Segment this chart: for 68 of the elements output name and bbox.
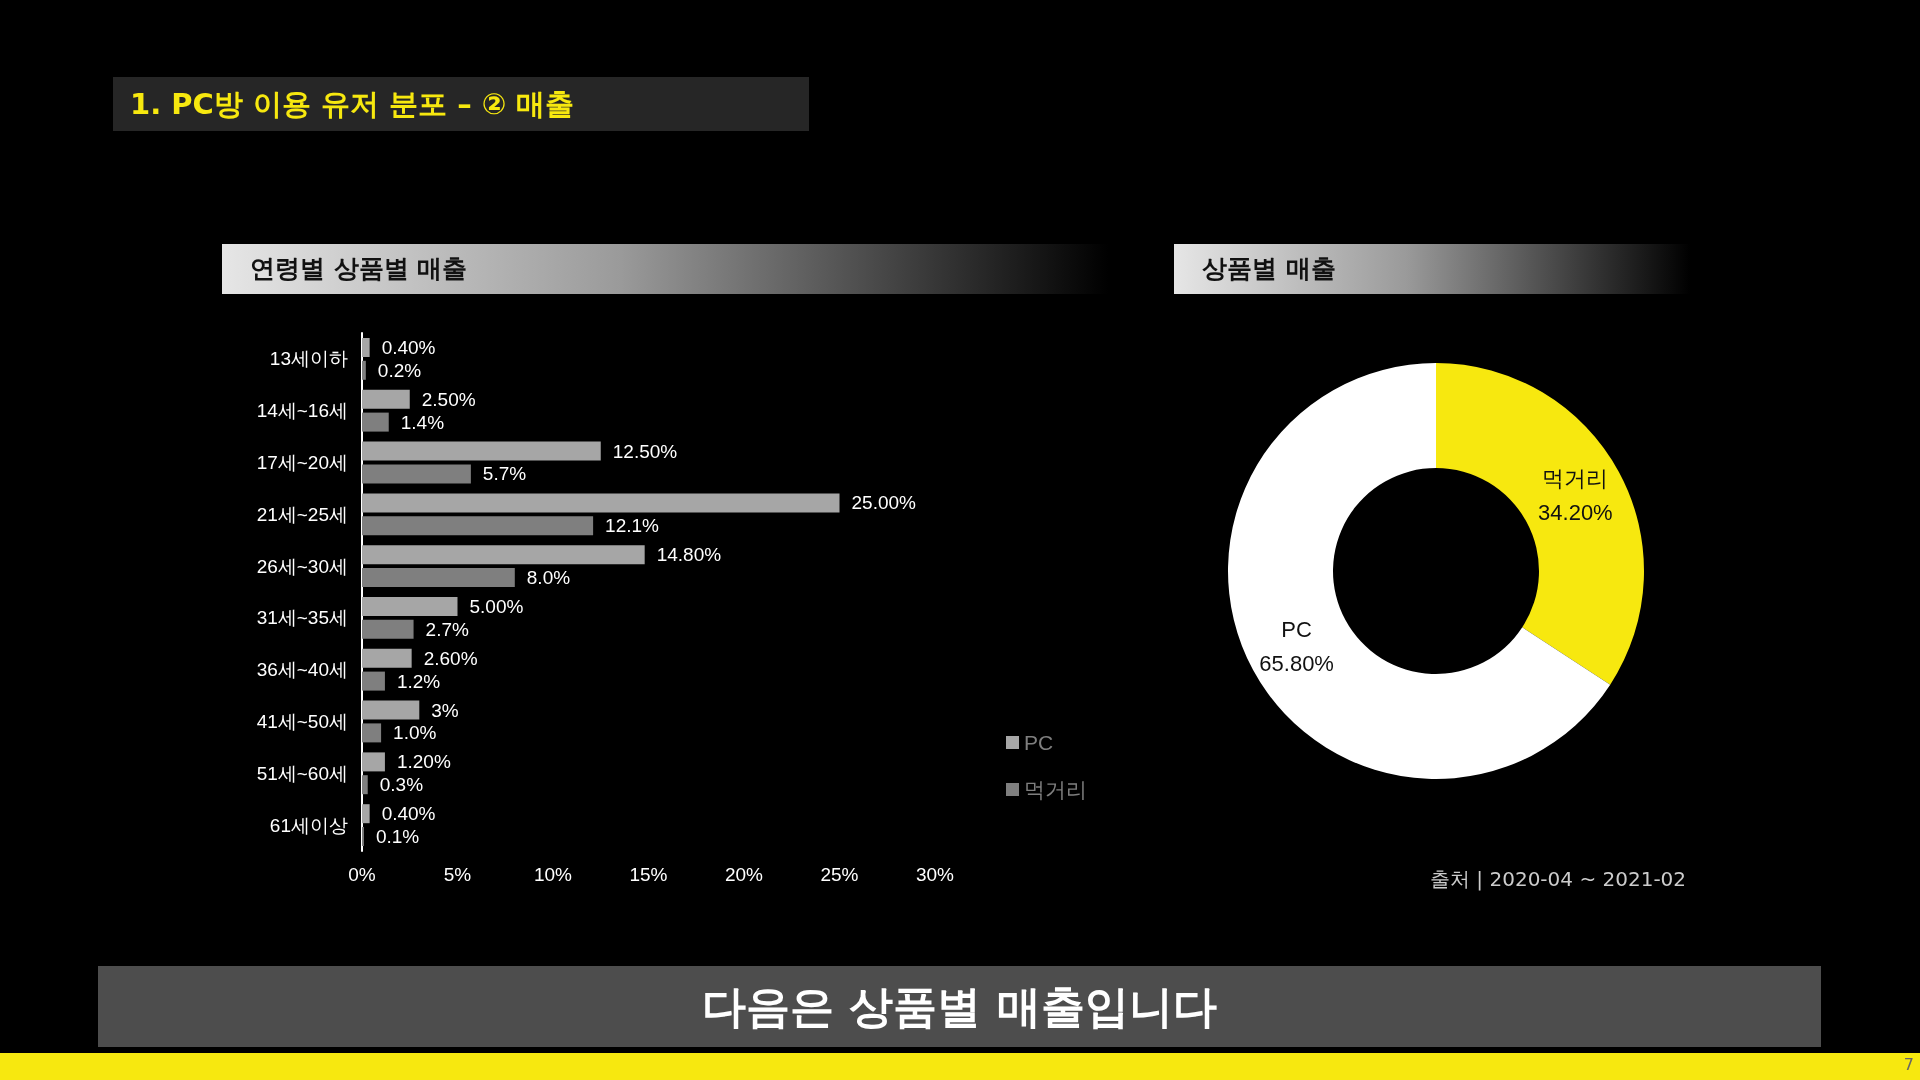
data-label: 1.2% [396,670,441,692]
bar [362,804,370,824]
data-label: 2.7% [425,618,469,640]
bar [362,568,515,587]
bar [362,545,645,565]
x-tick-label: 30% [915,864,955,885]
data-label: 0.2% [377,359,422,381]
data-label: 34.20% [1538,500,1613,526]
text: 1. PC방 이용 유저 분포 – ② 매출 [113,77,809,131]
x-tick-label: 25% [820,864,859,885]
text: 7 [1903,1055,1914,1074]
y-tick-label: 26세~30세 [256,555,348,577]
data-label: 2.60% [423,647,478,669]
bar [362,752,385,772]
data-label: 0.3% [379,774,424,796]
bar [362,516,594,536]
bar [362,441,601,461]
chart-title: 상품별 매출 [1174,244,1690,294]
slice-label: 먹거리 [1542,466,1609,492]
y-tick-label: 13세이하 [269,348,348,370]
y-tick-label: 61세이상 [269,814,348,836]
bar [362,389,410,409]
data-label: 12.1% [605,515,660,537]
legend-label: PC [1024,731,1054,754]
bar [362,597,458,616]
bar [362,700,420,720]
data-label: 25.00% [851,492,917,514]
data-label: 1.4% [400,411,445,433]
data-label: 1.20% [396,751,451,773]
bar [362,619,414,639]
data-label: 0.40% [381,337,436,358]
x-tick-label: 20% [724,864,764,885]
data-label: 3% [431,699,459,721]
y-tick-label: 21세~25세 [256,503,348,525]
bar [362,648,412,668]
bar [362,338,370,357]
slice-label: PC [1281,616,1313,642]
data-label: 5.7% [482,463,527,485]
data-label: 0.1% [375,826,420,847]
data-label: 5.00% [469,596,524,617]
data-label: 0.40% [381,803,436,825]
bar [362,671,385,691]
bar [362,493,840,513]
data-label: 65.80% [1259,650,1334,676]
text: 다음은 상품별 매출입니다 [98,966,1821,1047]
bar [362,464,471,484]
y-tick-label: 31세~35세 [256,607,348,629]
y-tick-label: 14세~16세 [256,400,348,422]
y-tick-label: 41세~50세 [256,711,348,732]
bar [362,412,389,432]
data-label: 1.0% [393,722,437,744]
chart-title: 연령별 상품별 매출 [222,244,1108,294]
y-tick-label: 51세~60세 [256,762,348,784]
bar [362,775,368,795]
x-tick-label: 15% [629,864,668,885]
legend-label: 먹거리 [1024,778,1087,801]
y-tick-label: 17세~20세 [256,452,348,473]
data-label: 8.0% [526,567,571,588]
x-tick-label: 5% [443,864,472,885]
bar [362,723,382,743]
source-note: 출처 | 2020-04 ~ 2021-02 [1430,866,1687,893]
data-label: 2.50% [421,388,476,410]
y-tick-label: 36세~40세 [256,659,348,681]
x-tick-label: 10% [533,864,573,885]
bar [362,360,366,380]
x-tick-label: 0% [348,864,376,885]
data-label: 14.80% [656,544,722,566]
data-label: 12.50% [612,440,678,462]
